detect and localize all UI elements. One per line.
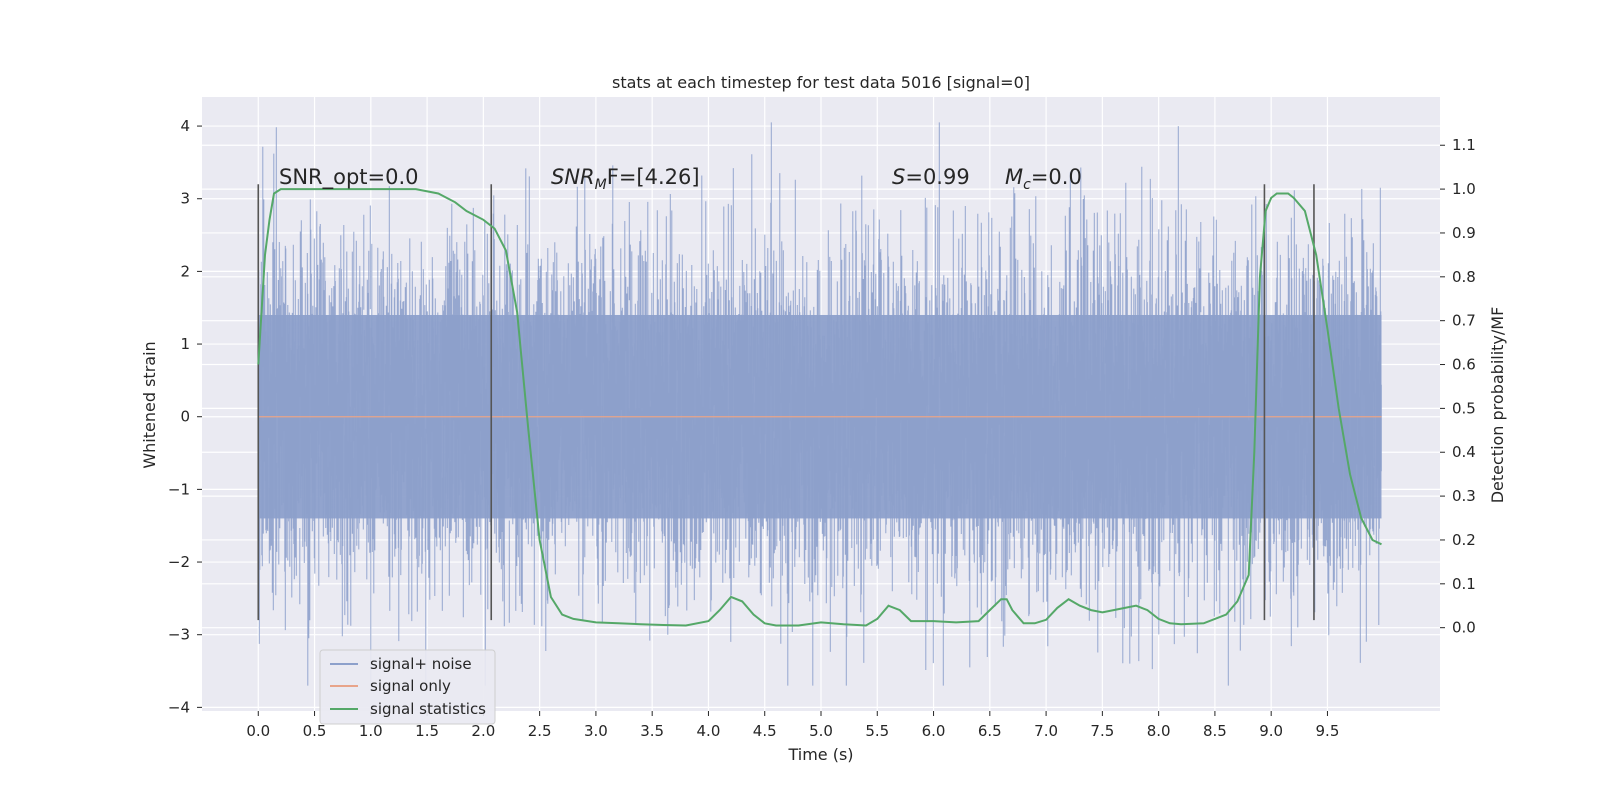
annotation-mc: Mc=0.0	[1005, 165, 1082, 193]
chart-title: stats at each timestep for test data 501…	[612, 73, 1030, 92]
x-tick-label: 5.5	[865, 722, 889, 740]
x-tick-label: 4.0	[697, 722, 721, 740]
y-tick-label: 4	[180, 117, 190, 135]
y-right-tick-label: 0.9	[1452, 224, 1476, 242]
y-right-tick-label: 0.3	[1452, 487, 1476, 505]
x-tick-label: 5.0	[809, 722, 833, 740]
y-right-tick-label: 0.5	[1452, 399, 1476, 417]
y-right-tick-label: 0.7	[1452, 312, 1476, 330]
y-tick-label: 2	[180, 262, 190, 280]
x-tick-label: 3.0	[584, 722, 608, 740]
y-right-tick-label: 0.0	[1452, 619, 1476, 637]
legend: signal+ noise signal only signal statist…	[319, 649, 496, 725]
y-tick-label: 0	[180, 408, 190, 426]
x-tick-label: 6.0	[922, 722, 946, 740]
signal-statistics-series	[257, 188, 1382, 627]
x-tick-labels: 0.0 0.5 1.0 1.5 2.0 2.5 3.0 3.5 4.0 4.5 5.0 5.5 6.0 6…	[246, 711, 1339, 740]
x-tick-label: 1.5	[415, 722, 439, 740]
y-axis-right-label: Detection probability/MF	[1488, 307, 1507, 504]
x-tick-label: 9.5	[1316, 722, 1340, 740]
y-tick-label: −2	[168, 553, 190, 571]
y-right-tick-label: 0.8	[1452, 268, 1476, 286]
y-right-tick-label: 1.1	[1452, 136, 1476, 154]
x-tick-label: 7.0	[1034, 722, 1058, 740]
x-tick-label: 3.5	[640, 722, 664, 740]
x-tick-label: 6.5	[978, 722, 1002, 740]
legend-label-signal-statistics: signal statistics	[370, 700, 486, 718]
y-tick-label: −1	[168, 480, 190, 498]
y-axis-label: Whitened strain	[140, 341, 159, 468]
vertical-markers	[257, 184, 1315, 621]
y-right-tick-label: 0.6	[1452, 356, 1476, 374]
legend-box	[319, 649, 496, 725]
legend-label-signal-noise: signal+ noise	[370, 655, 472, 673]
x-tick-label: 9.0	[1259, 722, 1283, 740]
y-tick-label: 1	[180, 335, 190, 353]
annotation-snr-opt: SNR_opt=0.0	[279, 165, 419, 190]
y-right-tick-label: 0.2	[1452, 531, 1476, 549]
x-tick-label: 0.0	[246, 722, 270, 740]
x-tick-label: 4.5	[753, 722, 777, 740]
y-right-tick-label: 1.0	[1452, 180, 1476, 198]
annotation-snr-mf: SNRMF=[4.26]	[551, 165, 700, 193]
y-right-tick-labels: 1.1 1.0 0.9 0.8 0.7 0.6 0.5 0.4 0.3 0.2 0.1 0.0	[1440, 136, 1476, 637]
y-right-tick-label: 0.4	[1452, 443, 1476, 461]
y-tick-label: −4	[168, 698, 190, 716]
x-tick-label: 8.0	[1147, 722, 1171, 740]
x-tick-label: 1.0	[359, 722, 383, 740]
y-tick-label: −3	[168, 626, 190, 644]
x-axis-label: Time (s)	[787, 745, 853, 764]
x-tick-label: 2.0	[471, 722, 495, 740]
x-tick-label: 7.5	[1090, 722, 1114, 740]
x-tick-label: 0.5	[303, 722, 327, 740]
x-tick-label: 2.5	[528, 722, 552, 740]
y-right-tick-label: 0.1	[1452, 575, 1476, 593]
x-tick-label: 8.5	[1203, 722, 1227, 740]
legend-label-signal-only: signal only	[370, 677, 451, 695]
y-tick-labels: 4 3 2 1 0 −1 −2 −3 −4	[168, 117, 202, 716]
y-tick-label: 3	[180, 190, 190, 208]
annotation-s: S=0.99	[892, 165, 970, 189]
